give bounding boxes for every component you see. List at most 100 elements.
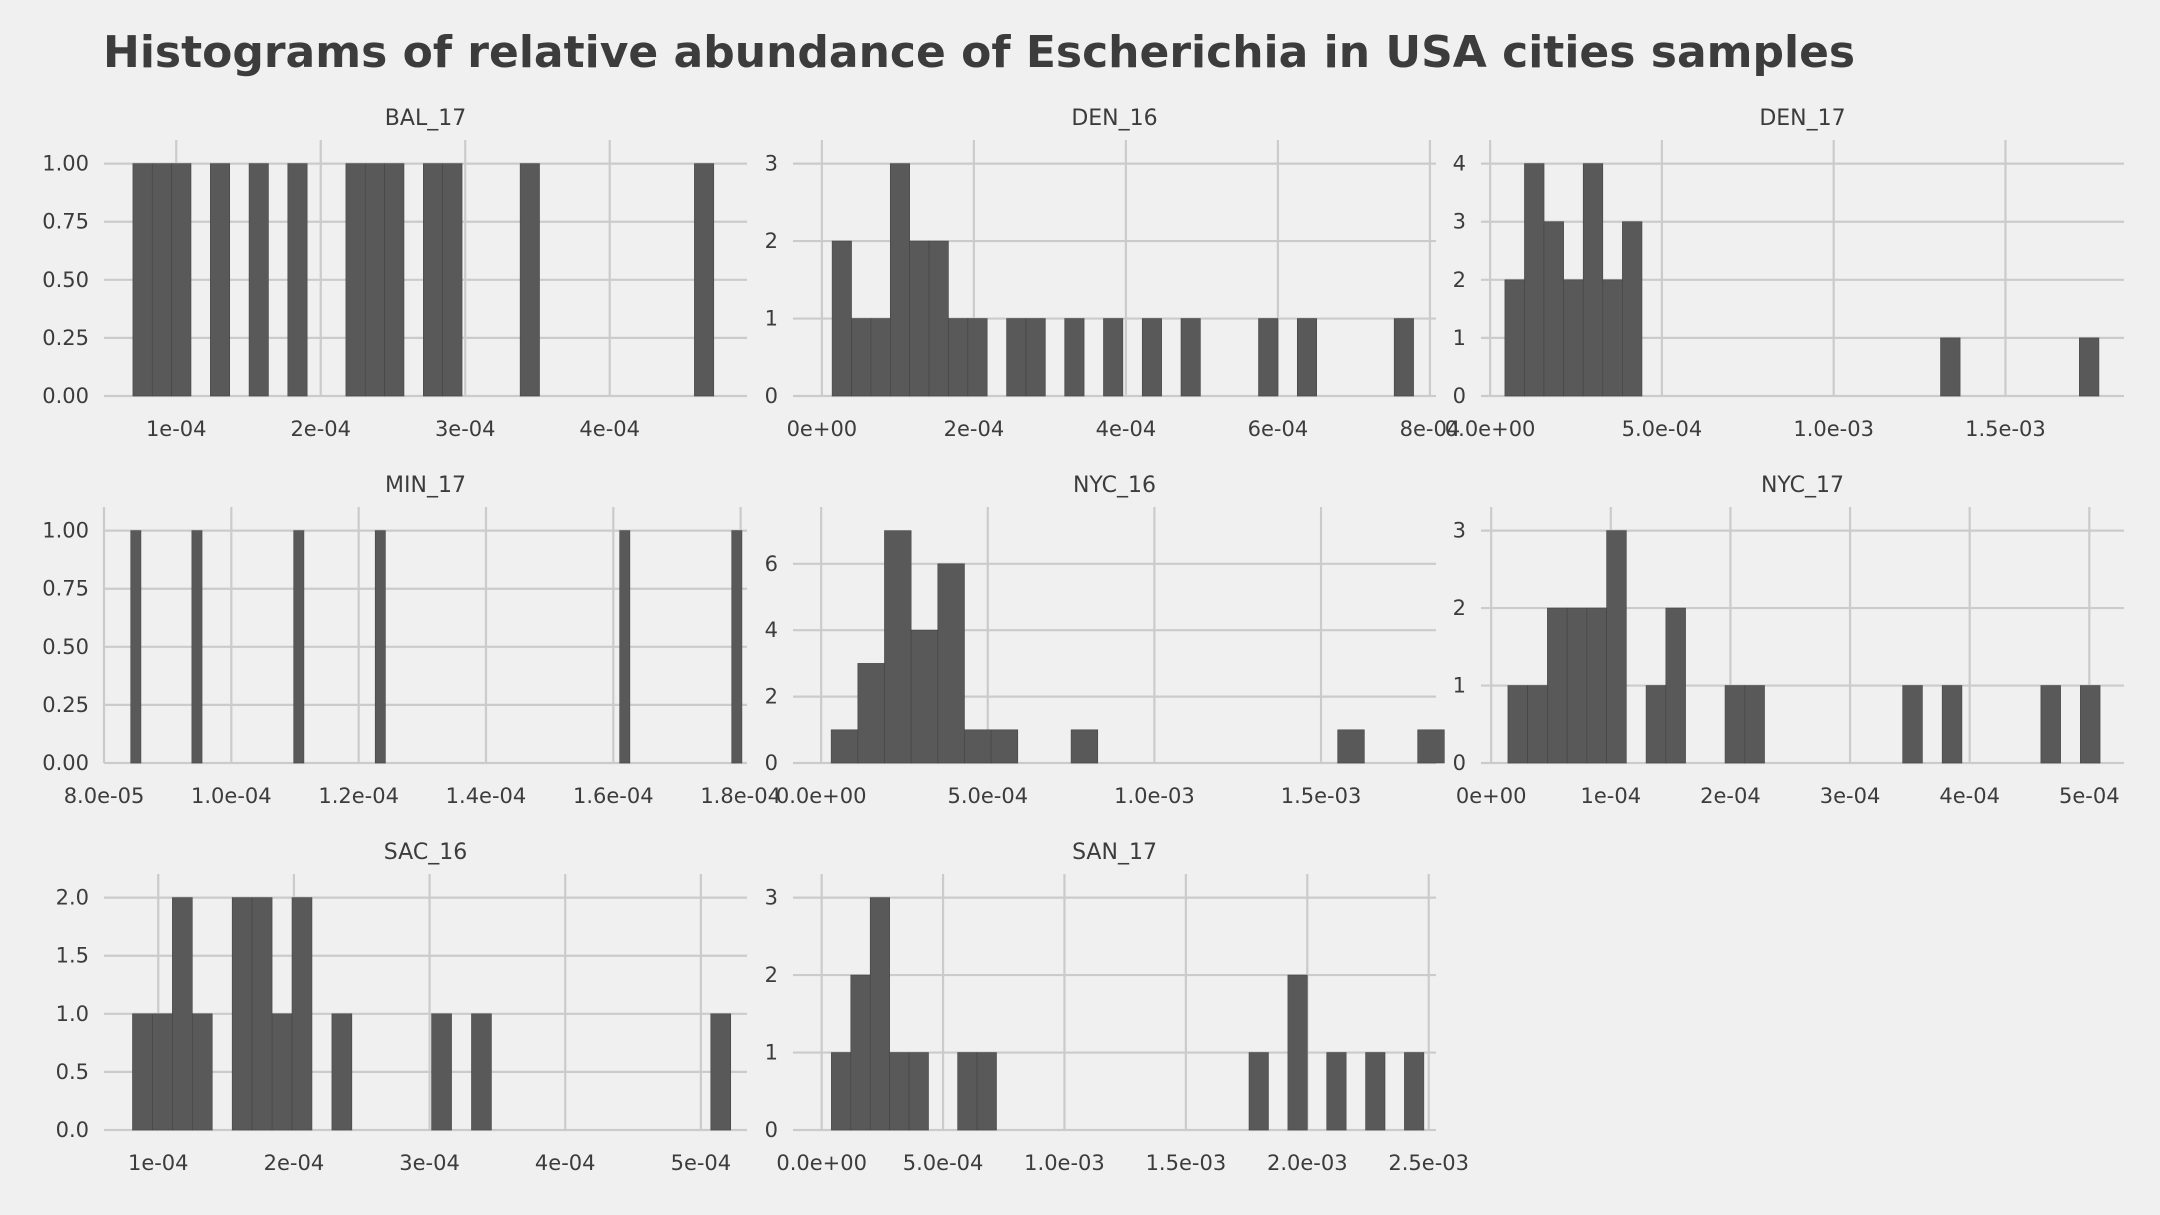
y-tick-label: 0.50 (42, 268, 89, 292)
histogram-bar (442, 163, 463, 397)
y-tick-label: 1 (1453, 326, 1466, 350)
x-tick-label: 2e-04 (1700, 784, 1761, 808)
y-tick-label: 2.0 (56, 886, 89, 910)
histogram-bar (2080, 685, 2101, 764)
histogram-bar (1504, 279, 1525, 397)
y-tick-label: 1 (765, 1041, 778, 1065)
histogram-bar (271, 1013, 293, 1131)
x-tick-label: 5e-04 (2059, 784, 2120, 808)
histogram-bar (1622, 221, 1643, 397)
x-tick-label: 8.0e-05 (64, 784, 145, 808)
histogram-bar (1180, 318, 1201, 397)
histogram-bar (231, 897, 253, 1131)
histogram-bar (869, 897, 890, 1131)
histogram-bar (1645, 685, 1667, 764)
panel-title: BAL_17 (385, 106, 466, 131)
x-tick-label: 2e-04 (944, 417, 1005, 441)
histogram-bar (884, 530, 912, 764)
y-tick-label: 2 (765, 685, 778, 709)
x-tick-label: 5e-04 (671, 1151, 732, 1175)
y-tick-label: 0 (765, 384, 778, 408)
panel-den-16: DEN_16 0 1 2 3 0e+00 2e-04 4e-04 6e-04 8e-04 (765, 106, 1461, 441)
x-tick-label: 4e-04 (579, 417, 640, 441)
histogram-bar (909, 240, 930, 397)
histogram-bar (384, 163, 405, 397)
histogram-bar (937, 563, 965, 764)
histogram-bar (191, 530, 203, 764)
y-tick-label: 1.00 (42, 519, 89, 543)
histogram-bar (171, 163, 192, 397)
histogram-bar (374, 530, 386, 764)
histogram-bar (1404, 1052, 1425, 1131)
histogram-bar (364, 163, 385, 397)
histogram-bar (851, 318, 872, 397)
figure-title: Histograms of relative abundance of Esch… (103, 27, 1855, 78)
histogram-bar (1547, 607, 1568, 764)
histogram-bar (619, 530, 631, 764)
histogram-bar (1006, 318, 1027, 397)
histogram-bar (1507, 685, 1528, 764)
histogram-bar (889, 1052, 910, 1131)
x-tick-label: 5.0e-04 (1622, 417, 1703, 441)
histogram-bar (976, 1052, 997, 1131)
histogram-bar (287, 163, 308, 397)
x-tick-label: 1.6e-04 (573, 784, 654, 808)
histogram-bar (850, 974, 871, 1131)
y-tick-label: 2 (765, 229, 778, 253)
histogram-bar (1524, 163, 1545, 397)
panel-min-17: MIN_17 0.00 0.25 0.50 0.75 1.00 8.0e-05 1.0e-04… (42, 473, 781, 808)
histogram-bar (519, 163, 540, 397)
y-tick-label: 0 (1453, 384, 1466, 408)
x-tick-label: 1e-04 (128, 1151, 189, 1175)
histogram-bar (251, 897, 273, 1131)
y-tick-label: 4 (765, 618, 778, 642)
x-tick-label: 4e-04 (1939, 784, 2000, 808)
x-tick-label: 1.2e-04 (318, 784, 399, 808)
panel-title: SAN_17 (1072, 840, 1157, 865)
histogram-bar (1070, 729, 1099, 764)
histogram-bar (210, 163, 231, 397)
histogram-bar (830, 729, 859, 764)
y-tick-label: 0 (765, 751, 778, 775)
y-tick-label: 0 (765, 1118, 778, 1142)
y-tick-label: 0.00 (42, 751, 89, 775)
histogram-bar (1543, 221, 1564, 397)
x-tick-label: 1.5e-03 (1281, 784, 1362, 808)
x-tick-label: 1.4e-04 (446, 784, 527, 808)
histogram-bar (248, 163, 269, 397)
y-tick-label: 1.0 (56, 1002, 89, 1026)
histogram-bar (964, 729, 992, 764)
histogram-bar (2040, 685, 2061, 764)
histogram-bar (1586, 607, 1607, 764)
y-tick-label: 0.50 (42, 635, 89, 659)
histogram-bar (1566, 607, 1588, 764)
y-tick-label: 1 (765, 307, 778, 331)
y-tick-label: 1 (1453, 674, 1466, 698)
panel-den-17: DEN_17 0 1 2 3 4 0.0e+00 5.0e-04 1.0e-03 1.5e-03 (1445, 106, 2124, 441)
histogram-bar (152, 1013, 173, 1131)
histogram-bar (1563, 279, 1584, 397)
y-tick-label: 3 (765, 886, 778, 910)
y-tick-label: 4 (1453, 152, 1466, 176)
histogram-bar (857, 663, 885, 764)
x-tick-label: 1.0e-04 (191, 784, 272, 808)
histogram-bar (1744, 685, 1765, 764)
histogram-bar (928, 240, 949, 397)
x-tick-label: 3e-04 (1820, 784, 1881, 808)
y-tick-label: 0 (1453, 751, 1466, 775)
x-tick-label: 2e-04 (264, 1151, 325, 1175)
panel-title: NYC_17 (1761, 473, 1844, 498)
histogram-bar (130, 530, 142, 764)
histogram-bar (1941, 685, 1963, 764)
histogram-bar (331, 1013, 353, 1131)
histogram-bar (1365, 1052, 1386, 1131)
histogram-bar (831, 1052, 852, 1131)
histogram-bar (1902, 685, 1923, 764)
histogram-bar (1417, 729, 1445, 764)
y-tick-label: 0.75 (42, 210, 89, 234)
y-tick-label: 6 (765, 552, 778, 576)
histogram-bar (345, 163, 366, 397)
y-tick-label: 1.5 (56, 944, 89, 968)
histogram-bar (1326, 1052, 1347, 1131)
